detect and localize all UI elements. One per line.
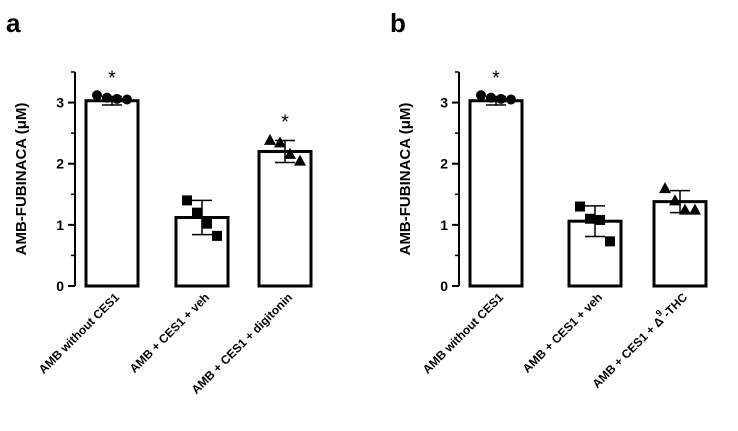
category-label: AMB + CES1 + veh xyxy=(127,290,212,375)
significance-star: * xyxy=(108,67,116,89)
data-point xyxy=(122,94,132,105)
data-point xyxy=(496,93,506,104)
category-label-text: AMB + CES1 + veh xyxy=(127,290,212,375)
data-point xyxy=(689,203,701,215)
data-point xyxy=(486,92,496,103)
panel-a: a 0 1 2 3 AMB-FUBINACA (μM) * AMB without CES1 A… xyxy=(6,8,313,397)
y-tick-label: 0 xyxy=(440,278,448,294)
category-label: AMB + CES1 + veh xyxy=(520,290,605,375)
category-label: AMB without CES1 xyxy=(420,290,506,376)
data-point xyxy=(192,207,202,218)
data-point xyxy=(605,236,615,247)
data-point xyxy=(506,94,516,105)
y-tick-label: 0 xyxy=(56,278,64,294)
data-point xyxy=(679,203,691,215)
category-label-text: AMB without CES1 xyxy=(36,290,122,376)
category-label-superscript: 9 xyxy=(654,308,665,319)
bar xyxy=(84,99,140,288)
category-label-text: AMB + CES1 + veh xyxy=(520,290,605,375)
data-point xyxy=(92,90,102,101)
data-point xyxy=(585,213,595,224)
significance-star: * xyxy=(281,111,289,133)
data-point xyxy=(476,90,486,101)
y-axis-label: AMB-FUBINACA (μM) xyxy=(397,103,414,256)
y-tick-label: 3 xyxy=(56,95,64,111)
category-label-text: AMB without CES1 xyxy=(420,290,506,376)
data-point xyxy=(182,195,192,206)
bar xyxy=(468,99,524,288)
data-point xyxy=(294,154,306,166)
y-axis-label: AMB-FUBINACA (μM) xyxy=(13,103,30,256)
panel-letter: b xyxy=(390,8,406,38)
data-point xyxy=(112,93,122,104)
y-tick-label: 1 xyxy=(56,217,64,233)
y-tick-label: 2 xyxy=(440,156,448,172)
panel-letter: a xyxy=(6,8,21,38)
data-point xyxy=(575,201,585,212)
data-point xyxy=(284,147,296,159)
data-point xyxy=(102,92,112,103)
data-point xyxy=(274,136,286,148)
y-tick-label: 1 xyxy=(440,217,448,233)
y-tick-label: 2 xyxy=(56,156,64,172)
data-point xyxy=(264,133,276,145)
data-point xyxy=(202,218,212,229)
y-tick-label: 3 xyxy=(440,95,448,111)
data-point xyxy=(659,182,671,194)
category-label-text: AMB + CES1 + Δ xyxy=(589,314,666,391)
data-point xyxy=(212,230,222,241)
data-point xyxy=(595,214,605,225)
category-label: AMB without CES1 xyxy=(36,290,122,376)
bar xyxy=(257,149,313,288)
category-label-suffix: -THC xyxy=(660,290,690,320)
significance-star: * xyxy=(492,67,500,89)
data-point xyxy=(669,194,681,206)
